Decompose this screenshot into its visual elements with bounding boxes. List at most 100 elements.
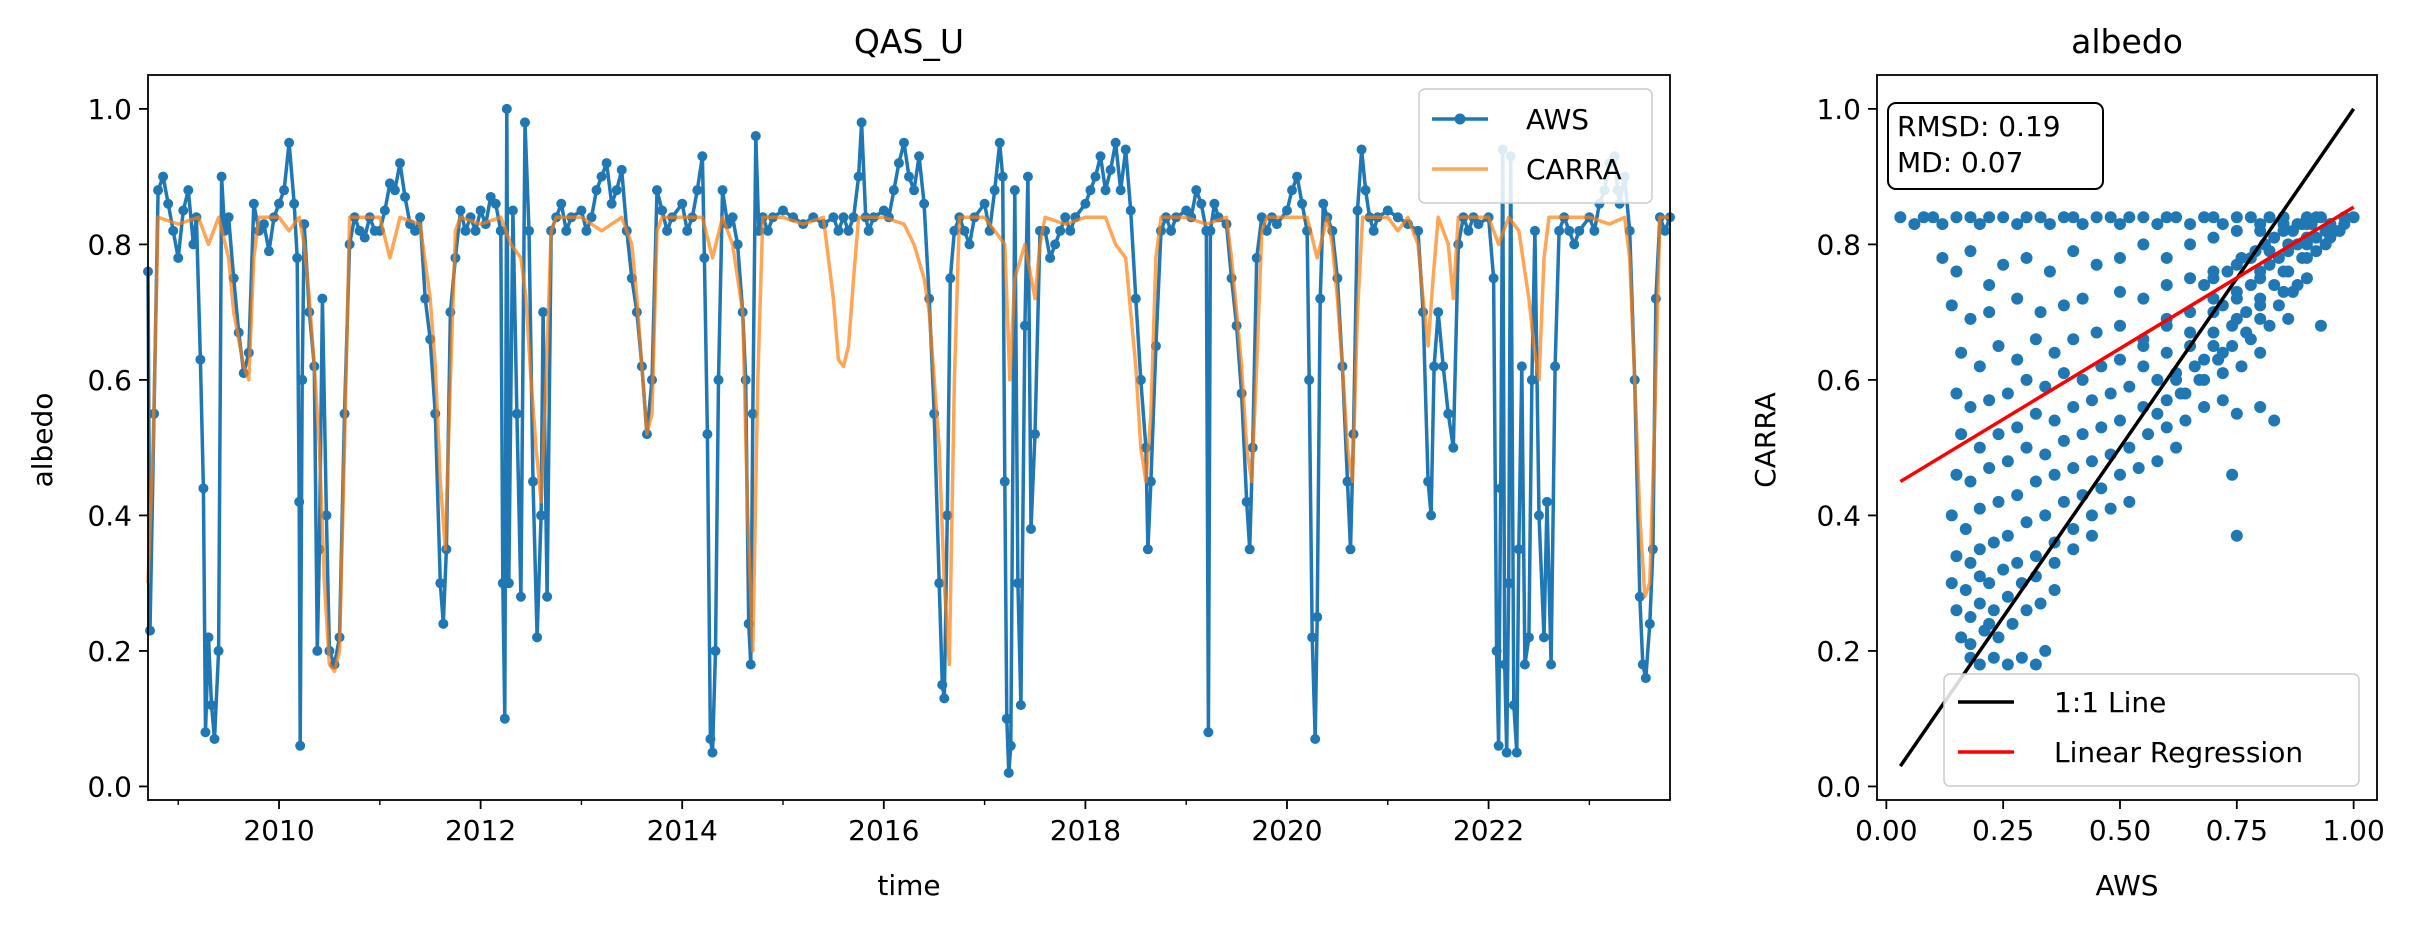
y-tick-label: 1.0	[87, 93, 132, 126]
aws-point	[1019, 320, 1030, 331]
scatter-point	[2230, 292, 2243, 305]
scatter-point	[2314, 211, 2327, 224]
scatter-point	[1927, 211, 1940, 224]
aws-point	[200, 727, 211, 738]
regression-line	[1899, 205, 2355, 484]
stats-rmsd: RMSD: 0.19	[1897, 110, 2061, 143]
scatter-point	[1973, 360, 1986, 373]
scatter-point	[2020, 211, 2033, 224]
scatter-point	[2310, 231, 2323, 244]
scatter-point	[2230, 224, 2243, 237]
aws-point	[999, 476, 1010, 487]
scatter-point	[1997, 211, 2010, 224]
scatter-point	[2221, 265, 2234, 278]
scatter-point	[1983, 211, 1996, 224]
scatter-point	[2029, 475, 2042, 488]
scatter-point	[2338, 218, 2351, 231]
scatter-point	[1987, 536, 2000, 549]
scatter-point	[2198, 401, 2211, 414]
aws-point	[389, 185, 400, 196]
aws-point	[1423, 476, 1434, 487]
aws-point	[1065, 225, 1076, 236]
scatter-point	[2226, 319, 2239, 332]
scatter-point	[1950, 211, 1963, 224]
scatter-point	[2123, 441, 2136, 454]
legend-aws-label: AWS	[1526, 103, 1589, 136]
scatter-point	[1964, 245, 1977, 258]
aws-point	[1115, 185, 1126, 196]
scatter-point	[2113, 251, 2126, 264]
scatter-point	[2324, 231, 2337, 244]
scatter-point	[1973, 543, 1986, 556]
scatter-point	[1973, 441, 1986, 454]
scatter-point	[2011, 556, 2024, 569]
aws-point	[1015, 700, 1026, 711]
scatter-point	[2039, 448, 2052, 461]
aws-point	[979, 198, 990, 209]
aws-point	[183, 185, 194, 196]
aws-point	[470, 225, 481, 236]
scatter-point	[2020, 251, 2033, 264]
aws-point	[1499, 659, 1510, 670]
x-tick-label: 1.00	[2322, 814, 2384, 847]
aws-point	[168, 225, 179, 236]
x-tick-label: 0.25	[1972, 814, 2034, 847]
aws-point	[1659, 225, 1670, 236]
aws-point	[1297, 198, 1308, 209]
aws-point	[919, 198, 930, 209]
aws-point	[420, 293, 431, 304]
scatter-point	[2184, 326, 2197, 339]
scatter-point	[1894, 211, 1907, 224]
scatter-point	[1987, 651, 2000, 664]
scatter-point	[2123, 495, 2136, 508]
x-tick-label: 2010	[243, 814, 314, 847]
aws-point	[833, 225, 844, 236]
scatter-point	[1936, 251, 1949, 264]
scatter-point	[1983, 461, 1996, 474]
scatter-point	[1964, 638, 1977, 651]
aws-point	[697, 151, 708, 162]
scatter-point	[2235, 251, 2248, 264]
scatter-point	[2006, 617, 2019, 630]
aws-point	[209, 734, 220, 745]
aws-point	[939, 693, 950, 704]
aws-point	[1009, 185, 1020, 196]
scatter-point	[2230, 407, 2243, 420]
aws-point	[1203, 727, 1214, 738]
scatter-point	[2104, 211, 2117, 224]
aws-point	[1025, 523, 1036, 534]
scatter-point	[1983, 394, 1996, 407]
scatter-point	[2095, 482, 2108, 495]
aws-point	[1205, 225, 1216, 236]
aws-point	[1463, 225, 1474, 236]
aws-point	[1281, 205, 1292, 216]
scatter-point	[1964, 401, 1977, 414]
time-series-plot-area	[143, 103, 1675, 778]
time-series-ylabel: albedo	[26, 393, 59, 488]
scatter-point	[1936, 218, 1949, 231]
aws-point	[702, 429, 713, 440]
aws-point	[503, 578, 514, 589]
scatter-point	[2113, 353, 2126, 366]
scatter-point	[2188, 360, 2201, 373]
aws-point	[762, 225, 773, 236]
scatter-point	[2113, 319, 2126, 332]
aws-point	[710, 645, 721, 656]
scatter-point	[2207, 272, 2220, 285]
aws-point	[606, 198, 617, 209]
scatter-point	[2104, 502, 2117, 515]
aws-point	[705, 734, 716, 745]
time-series-y-ticks: 0.0 0.2 0.4 0.6 0.8 1.0	[87, 93, 148, 803]
aws-point	[438, 618, 449, 629]
aws-point	[1382, 205, 1393, 216]
x-tick-label: 2014	[647, 814, 718, 847]
aws-point	[576, 205, 587, 216]
scatter-point	[2011, 489, 2024, 502]
aws-point	[1012, 578, 1023, 589]
aws-point	[1589, 225, 1600, 236]
aws-point	[511, 408, 522, 419]
scatter-point	[2067, 245, 2080, 258]
scatter-point	[2170, 441, 2183, 454]
scatter-point	[2067, 401, 2080, 414]
aws-point	[195, 354, 206, 365]
